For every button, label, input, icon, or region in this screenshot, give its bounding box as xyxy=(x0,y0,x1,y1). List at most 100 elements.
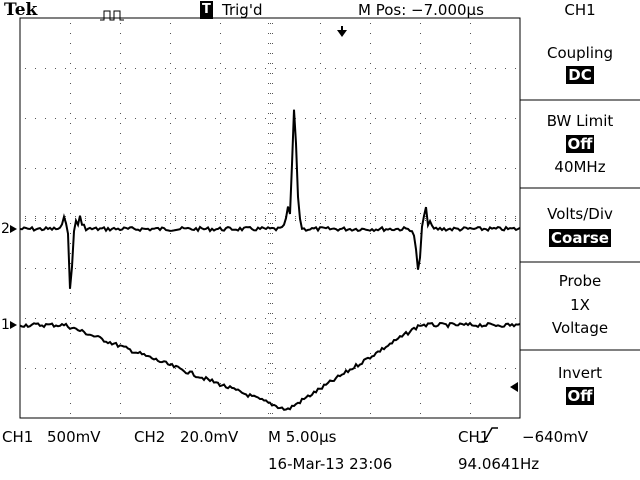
grid-dot xyxy=(268,173,269,174)
grid-dot xyxy=(245,268,246,269)
grid-dot xyxy=(385,218,386,219)
grid-dot xyxy=(370,193,371,194)
grid-dot xyxy=(420,123,421,124)
grid-dot xyxy=(445,218,446,219)
grid-dot xyxy=(115,68,116,69)
grid-dot xyxy=(272,283,273,284)
grid-dot xyxy=(70,223,71,224)
grid-dot xyxy=(268,103,269,104)
grid-dot xyxy=(370,323,371,324)
grid-dot xyxy=(445,216,446,217)
grid-dot xyxy=(270,333,271,334)
grid-dot xyxy=(420,93,421,94)
grid-dot xyxy=(285,118,286,119)
grid-dot xyxy=(145,268,146,269)
grid-dot xyxy=(370,253,371,254)
grid-dot xyxy=(505,220,506,221)
grid-dot xyxy=(420,383,421,384)
grid-dot xyxy=(270,353,271,354)
grid-dot xyxy=(268,193,269,194)
grid-dot xyxy=(320,413,321,414)
grid-dot xyxy=(125,216,126,217)
grid-dot xyxy=(470,143,471,144)
grid-dot xyxy=(65,368,66,369)
grid-dot xyxy=(515,118,516,119)
menu-value[interactable]: Coarse xyxy=(549,229,611,247)
grid-dot xyxy=(320,73,321,74)
grid-dot xyxy=(220,133,221,134)
grid-dot xyxy=(445,268,446,269)
grid-dot xyxy=(395,220,396,221)
grid-dot xyxy=(420,343,421,344)
grid-dot xyxy=(105,118,106,119)
grid-dot xyxy=(320,243,321,244)
grid-dot xyxy=(465,168,466,169)
grid-dot xyxy=(425,318,426,319)
grid-dot xyxy=(465,216,466,217)
grid-dot xyxy=(268,153,269,154)
grid-dot xyxy=(320,33,321,34)
menu-title: CH1 xyxy=(564,1,596,19)
menu-value[interactable]: Off xyxy=(565,387,595,405)
grid-dot xyxy=(85,168,86,169)
grid-dot xyxy=(220,293,221,294)
grid-dot xyxy=(420,23,421,24)
grid-dot xyxy=(175,68,176,69)
grid-dot xyxy=(220,403,221,404)
menu-value[interactable]: DC xyxy=(566,66,594,84)
menu-value[interactable]: Off xyxy=(565,135,595,153)
grid-dot xyxy=(70,23,71,24)
grid-dot xyxy=(268,43,269,44)
grid-dot xyxy=(385,118,386,119)
grid-dot xyxy=(355,268,356,269)
grid-dot xyxy=(515,268,516,269)
grid-dot xyxy=(272,233,273,234)
grid-dot xyxy=(270,63,271,64)
grid-dot xyxy=(270,383,271,384)
grid-dot xyxy=(195,216,196,217)
grid-dot xyxy=(145,216,146,217)
grid-dot xyxy=(272,33,273,34)
grid-dot xyxy=(65,118,66,119)
ch2-marker: 2 xyxy=(1,221,10,237)
grid-dot xyxy=(235,118,236,119)
grid-dot xyxy=(365,118,366,119)
grid-dot xyxy=(175,118,176,119)
grid-dot xyxy=(470,23,471,24)
grid-dot xyxy=(420,113,421,114)
grid-dot xyxy=(320,143,321,144)
grid-dot xyxy=(85,268,86,269)
grid-dot xyxy=(185,118,186,119)
grid-dot xyxy=(305,368,306,369)
grid-dot xyxy=(435,268,436,269)
grid-dot xyxy=(170,223,171,224)
grid-dot xyxy=(305,68,306,69)
grid-dot xyxy=(70,183,71,184)
grid-dot xyxy=(268,273,269,274)
grid-dot xyxy=(320,163,321,164)
grid-dot xyxy=(485,220,486,221)
grid-dot xyxy=(420,233,421,234)
grid-dot xyxy=(475,218,476,219)
grid-dot xyxy=(385,318,386,319)
grid-dot xyxy=(365,168,366,169)
trigger-slope-icon xyxy=(478,427,498,443)
grid-dot xyxy=(475,118,476,119)
grid-dot xyxy=(272,313,273,314)
grid-dot xyxy=(85,68,86,69)
grid-dot xyxy=(355,216,356,217)
grid-dot xyxy=(205,368,206,369)
grid-dot xyxy=(220,333,221,334)
grid-dot xyxy=(385,168,386,169)
grid-dot xyxy=(220,63,221,64)
grid-dot xyxy=(470,83,471,84)
grid-dot xyxy=(515,168,516,169)
grid-dot xyxy=(245,220,246,221)
menu-value[interactable]: 1X xyxy=(570,296,590,314)
grid-dot xyxy=(268,123,269,124)
grid-dot xyxy=(270,83,271,84)
grid-dot xyxy=(320,133,321,134)
grid-dot xyxy=(320,43,321,44)
grid-dot xyxy=(272,273,273,274)
grid-dot xyxy=(170,243,171,244)
